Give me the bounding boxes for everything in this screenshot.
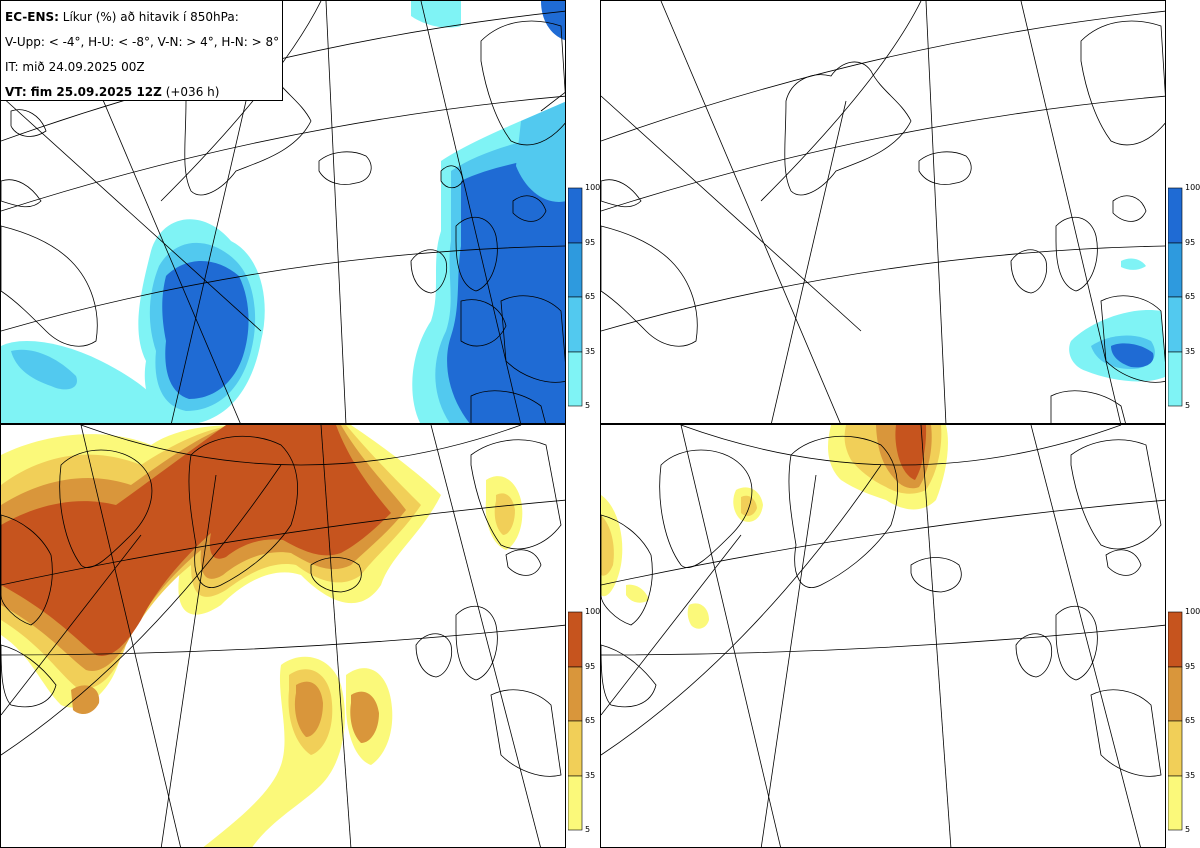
tick-label: 65: [1185, 716, 1196, 725]
coast-north-america: [1, 225, 98, 347]
swatch-5-35: [568, 351, 583, 407]
colorbar-swatches: [568, 611, 583, 831]
swatch-95-100: [1168, 611, 1183, 668]
probability-field: [1, 425, 523, 847]
graticule: [601, 425, 1165, 847]
tick-label: 95: [585, 238, 596, 247]
map-warm-4: [1, 425, 565, 847]
map-cold-4: [1, 1, 565, 423]
probability-field: [1069, 258, 1165, 382]
swatch-5-35: [1168, 775, 1183, 831]
colorbar-cold-top-left: 100 95 65 35 5: [568, 183, 628, 416]
tick-label: 95: [1185, 662, 1196, 671]
colorbar-swatches: [1168, 611, 1183, 831]
tick-label: 5: [585, 825, 591, 834]
swatch-35-65: [1168, 296, 1183, 353]
tick-label: 35: [585, 347, 596, 356]
swatch-35-65: [1168, 720, 1183, 777]
tick-label: 5: [1185, 825, 1191, 834]
coastlines: [601, 435, 1162, 777]
panel-cold-4: EC-ENS: Líkur (%) að hitavik í 850hPa: V…: [0, 0, 566, 424]
probability-field: [1, 1, 565, 423]
graticule: [601, 1, 1165, 423]
info-thresholds: V-Upp: < -4°, H-U: < -8°, V-N: > 4°, H-N…: [5, 35, 280, 49]
tick-label: 100: [1185, 183, 1200, 192]
tick-label: 95: [1185, 238, 1196, 247]
swatch-5-35: [568, 775, 583, 831]
swatch-35-65: [568, 296, 583, 353]
tick-label: 65: [585, 716, 596, 725]
colorbar-swatches: [1168, 187, 1183, 407]
colorbar-cold-top-right: 100 95 65 35 5: [1168, 183, 1200, 416]
swatch-35-65: [568, 720, 583, 777]
tick-label: 35: [585, 771, 596, 780]
swatch-65-95: [1168, 666, 1183, 722]
swatch-95-100: [568, 187, 583, 244]
coastlines: [601, 20, 1165, 423]
info-box: EC-ENS: Líkur (%) að hitavik í 850hPa: V…: [1, 1, 283, 101]
swatch-65-95: [1168, 242, 1183, 298]
tick-label: 35: [1185, 347, 1196, 356]
map-warm-8: [601, 425, 1165, 847]
coastlines: [1, 20, 565, 423]
swatch-95-100: [568, 611, 583, 668]
colorbar-warm-bottom-left: 100 95 65 35 5: [568, 607, 628, 840]
swatch-65-95: [568, 666, 583, 722]
tick-label: 5: [1185, 401, 1191, 410]
map-cold-8: [601, 1, 1165, 423]
coastlines: [1, 435, 562, 777]
info-valid-time: VT: fim 25.09.2025 12Z (+036 h): [5, 85, 220, 99]
probability-field: [601, 425, 948, 629]
tick-label: 95: [585, 662, 596, 671]
graticule: [1, 425, 565, 847]
swatch-95-100: [1168, 187, 1183, 244]
tick-label: 35: [1185, 771, 1196, 780]
tick-label: 100: [585, 607, 601, 616]
coast-iceland: [318, 151, 372, 185]
panel-cold-8: [600, 0, 1166, 424]
panel-warm-8: [600, 424, 1166, 848]
swatch-5-35: [1168, 351, 1183, 407]
colorbar-warm-bottom-right: 100 95 65 35 5: [1168, 607, 1200, 840]
tick-label: 100: [585, 183, 601, 192]
info-init-time: IT: mið 24.09.2025 00Z: [5, 60, 145, 74]
info-title: EC-ENS: Líkur (%) að hitavik í 850hPa:: [5, 10, 239, 24]
tick-label: 5: [585, 401, 591, 410]
coast-british-isles: [410, 249, 448, 294]
tick-label: 65: [585, 292, 596, 301]
tick-label: 100: [1185, 607, 1200, 616]
panel-warm-4: [0, 424, 566, 848]
swatch-65-95: [568, 242, 583, 298]
colorbar-swatches: [568, 187, 583, 407]
coast-scandinavia: [480, 20, 565, 146]
tick-label: 65: [1185, 292, 1196, 301]
